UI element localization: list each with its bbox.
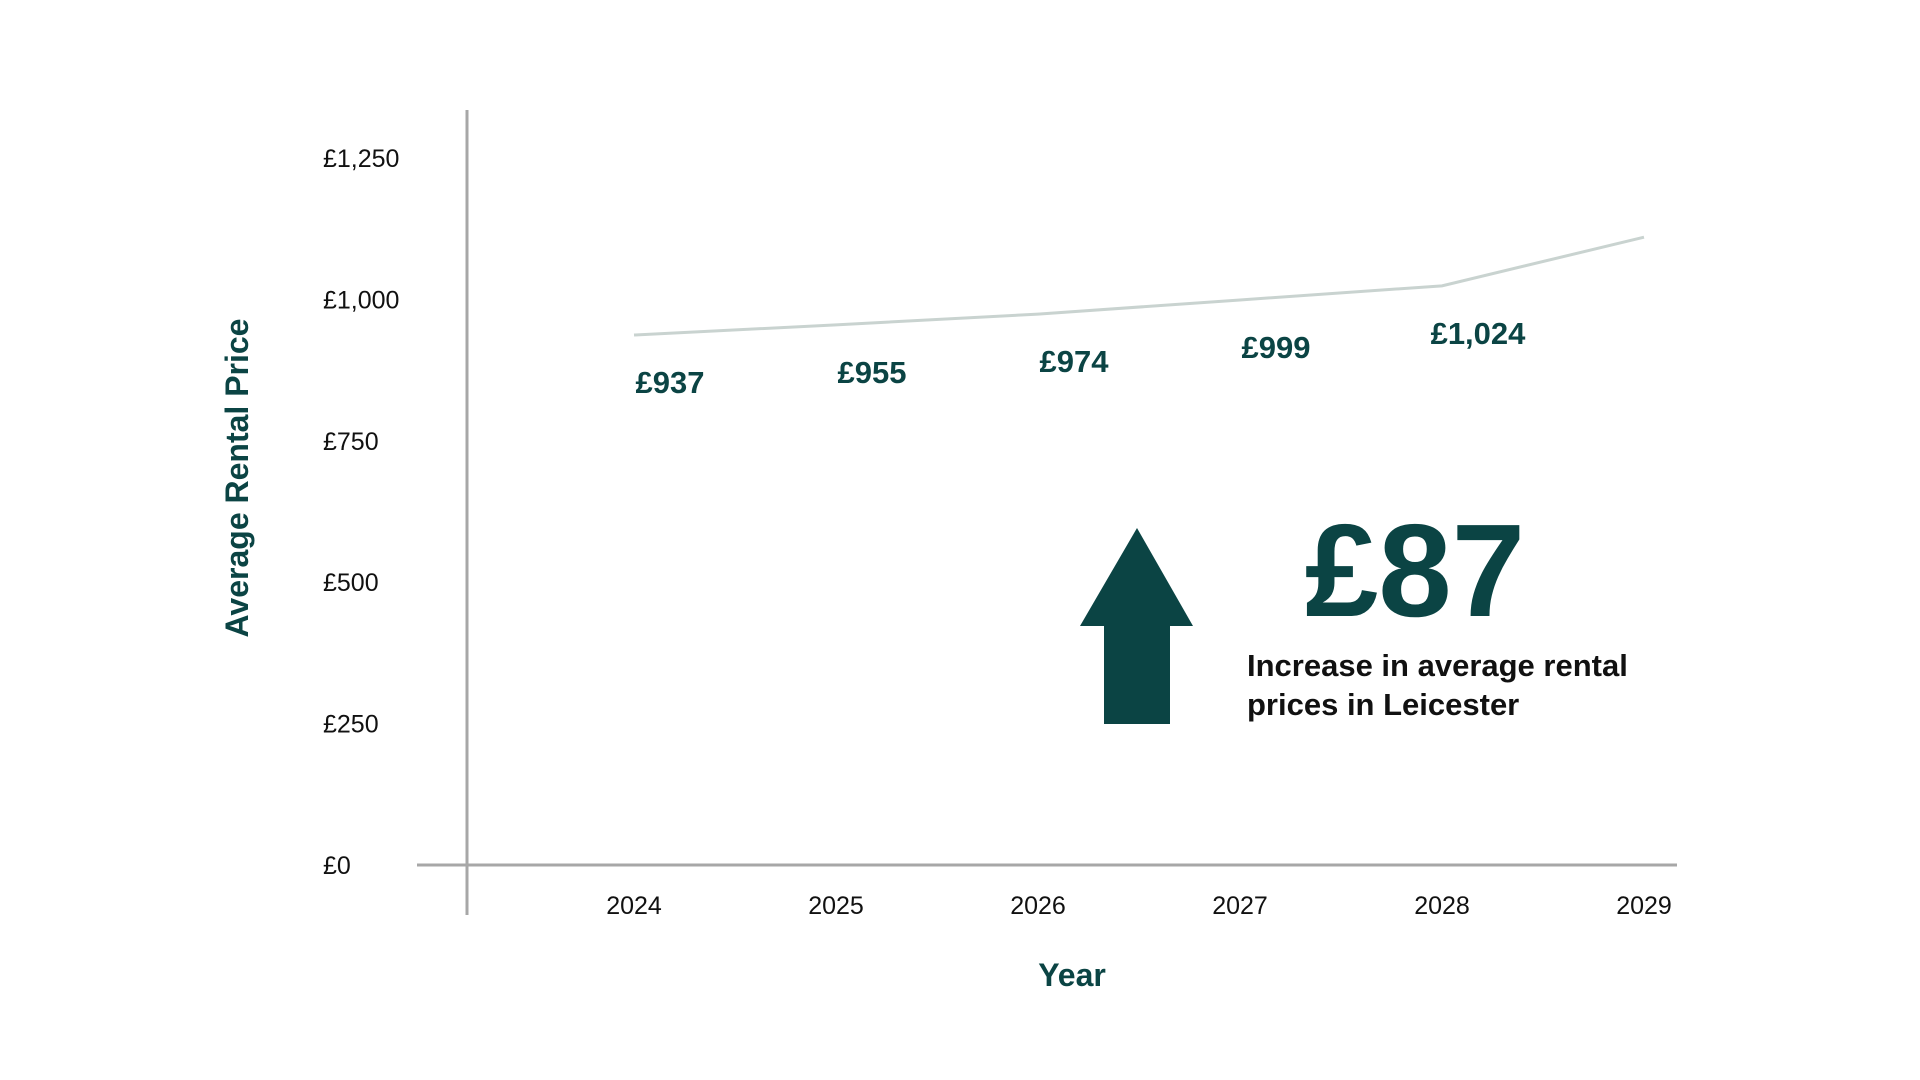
y-tick-label: £1,000 <box>323 286 399 314</box>
x-tick-label: 2029 <box>1616 892 1672 920</box>
x-tick-label: 2024 <box>606 892 662 920</box>
y-tick-label: £0 <box>323 852 351 880</box>
x-tick-label: 2027 <box>1212 892 1268 920</box>
y-tick-label: £250 <box>323 711 379 739</box>
x-tick-label: 2026 <box>1010 892 1066 920</box>
series-line <box>633 235 1645 337</box>
data-label: £937 <box>636 365 705 400</box>
callout: £87 Increase in average rental prices in… <box>1080 497 1628 724</box>
y-tick-label: £1,250 <box>323 145 399 173</box>
arrow-up-icon <box>1080 528 1193 724</box>
y-tick-labels: £0 £250 £500 £750 £1,000 £1,250 <box>323 145 399 880</box>
x-tick-label: 2025 <box>808 892 864 920</box>
y-tick-label: £500 <box>323 569 379 597</box>
data-label: £999 <box>1242 330 1311 365</box>
callout-caption-line1: Increase in average rental <box>1247 648 1628 683</box>
data-label: £955 <box>838 355 907 390</box>
callout-value: £87 <box>1305 497 1525 644</box>
y-tick-label: £750 <box>323 428 379 456</box>
data-label: £974 <box>1040 344 1110 379</box>
data-label: £1,024 <box>1431 316 1527 351</box>
x-tick-labels: 2024 2025 2026 2027 2028 2029 <box>606 892 1672 920</box>
x-tick-label: 2028 <box>1414 892 1470 920</box>
y-axis-title: Average Rental Price <box>219 319 255 638</box>
callout-caption-line2: prices in Leicester <box>1247 687 1519 722</box>
data-labels: £937 £955 £974 £999 £1,024 <box>636 316 1527 400</box>
x-axis-title: Year <box>1038 957 1106 993</box>
